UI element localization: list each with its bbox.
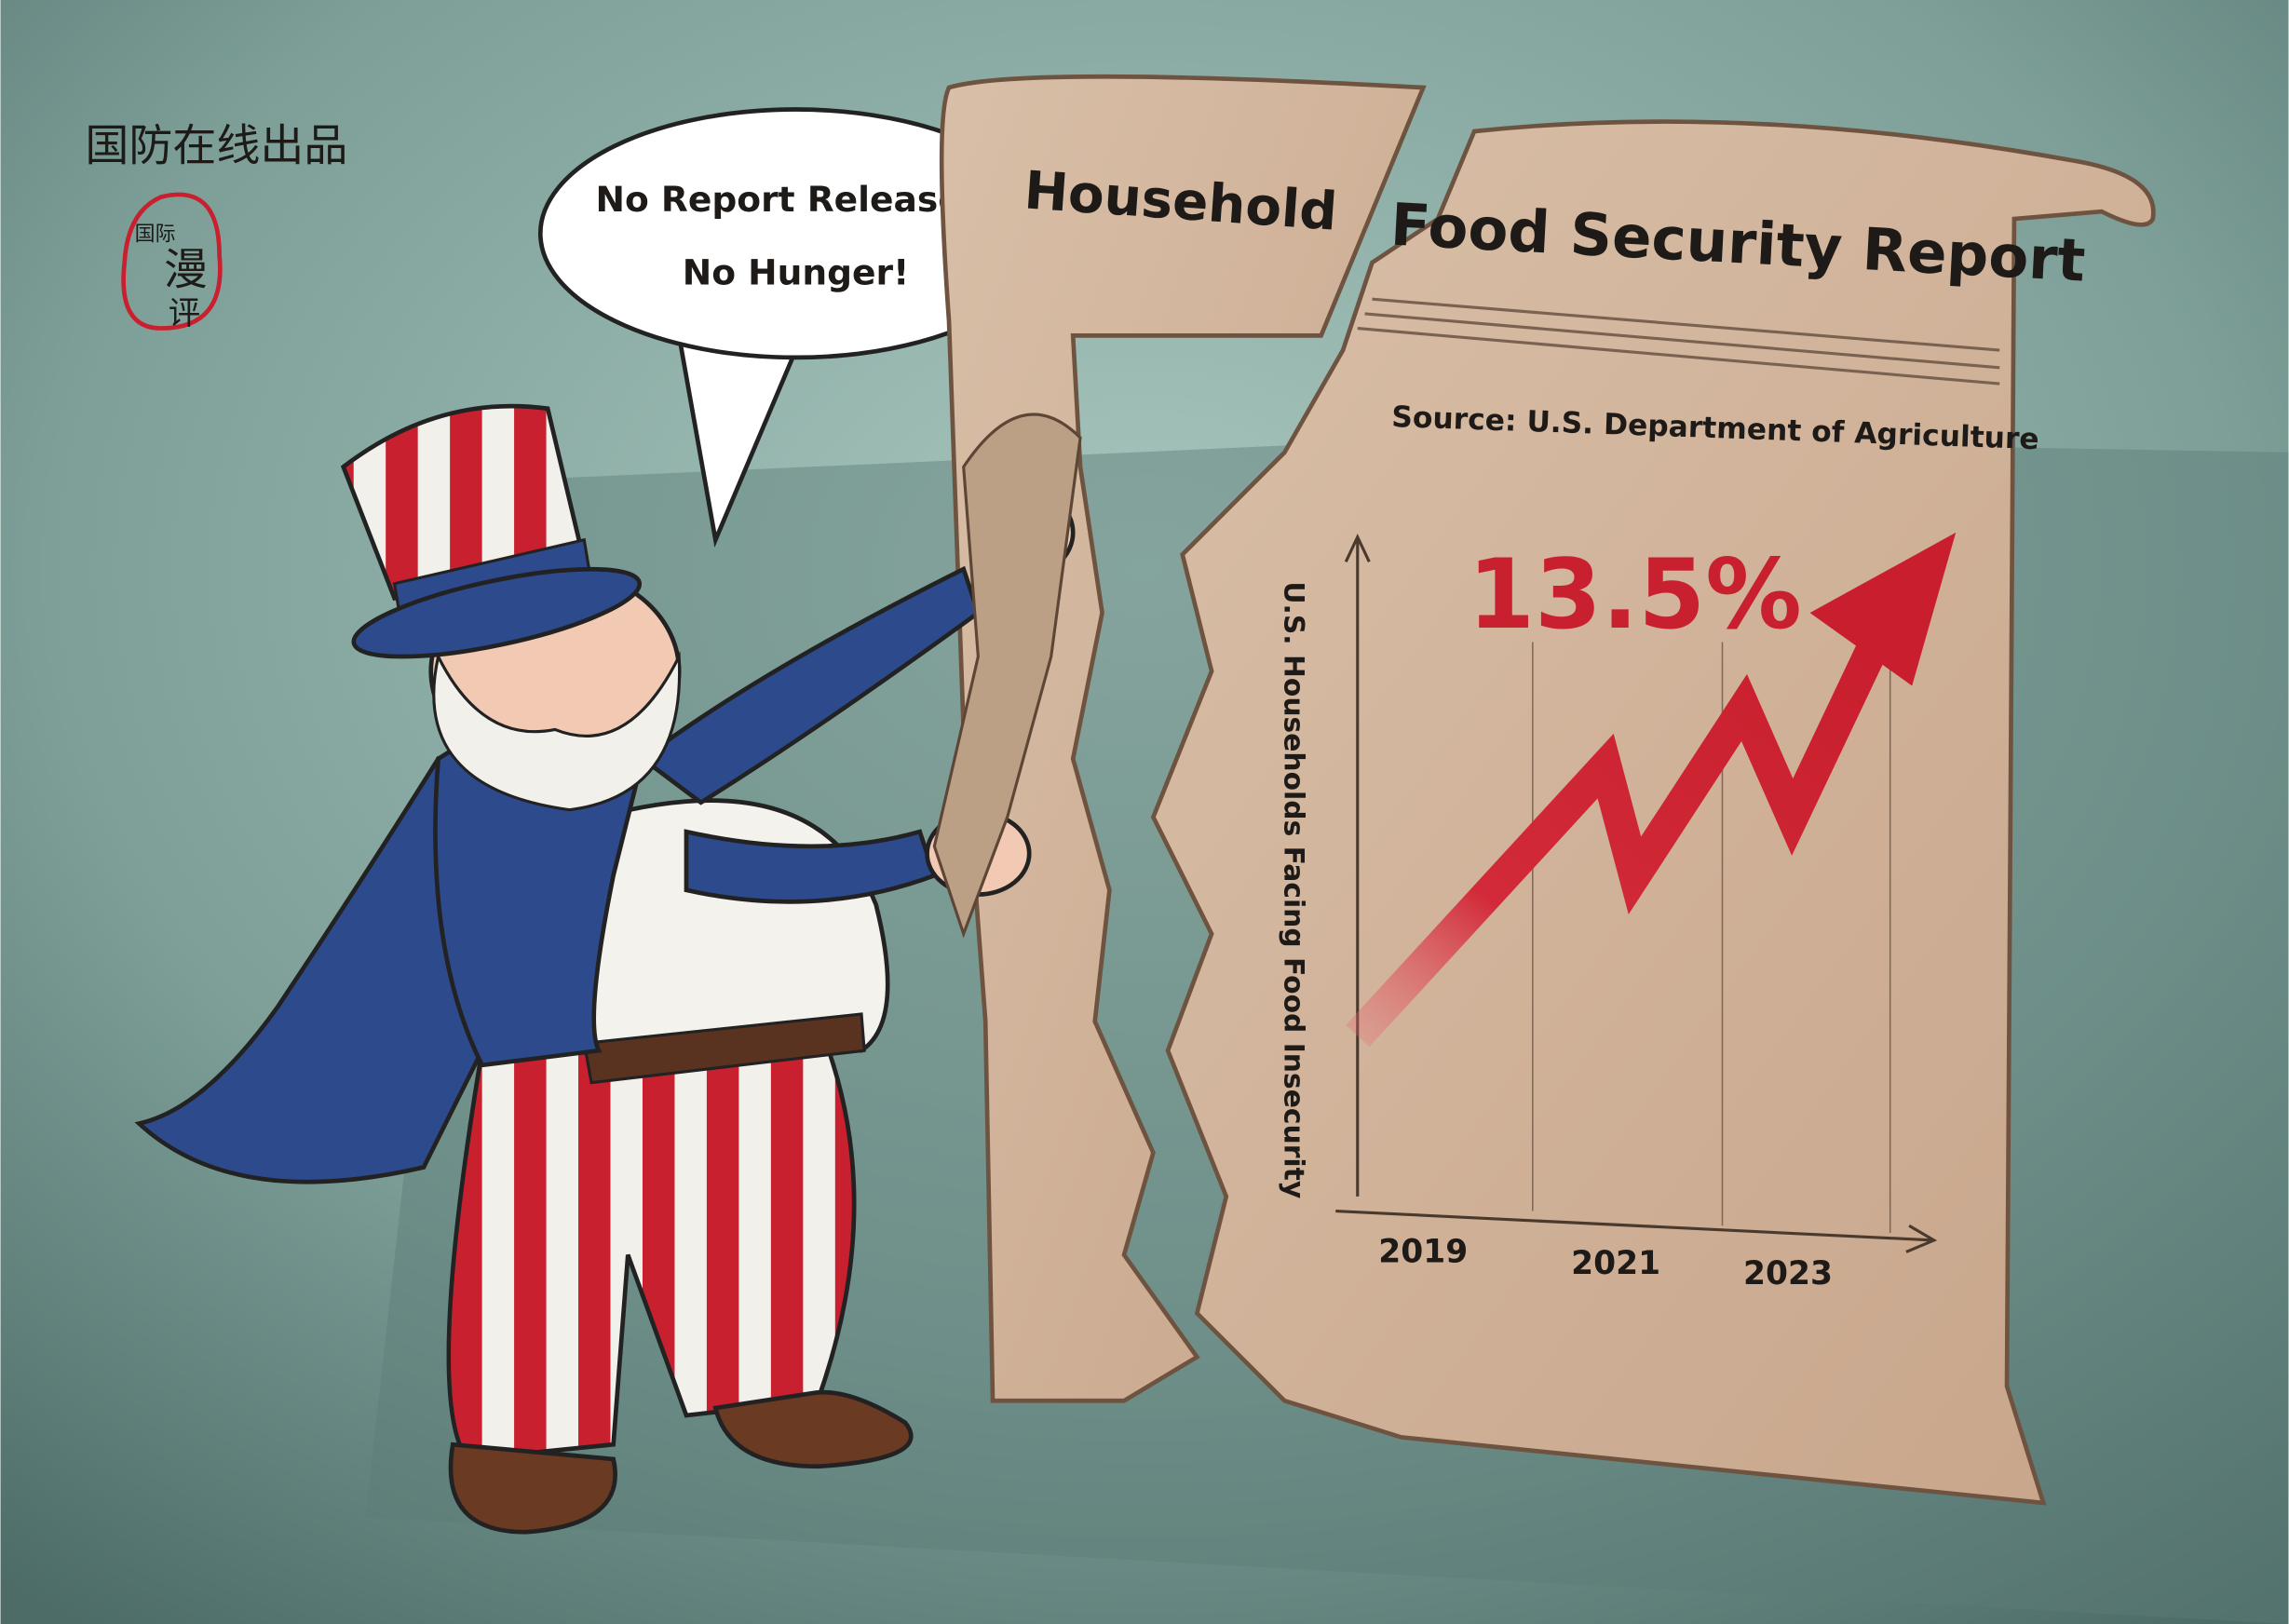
trousers	[446, 1019, 857, 1462]
seal-text: 国际	[135, 223, 176, 247]
x-label: 2019	[1378, 1233, 1468, 1270]
torn-scroll-left	[939, 74, 1427, 1403]
shoe	[712, 1389, 914, 1469]
hat	[340, 403, 588, 602]
x-axis	[1335, 1209, 1938, 1253]
speech-bubble: No Report Releases, No Hunger!	[537, 107, 1054, 548]
highlight-value: 13.5%	[1468, 539, 1802, 651]
bubble-join	[692, 323, 797, 355]
y-axis-label: U.S. Households Facing Food Insecurity	[1277, 581, 1309, 1198]
watermark: 国防在线出品	[85, 120, 347, 171]
belt	[582, 1012, 866, 1085]
hat-brim	[351, 566, 643, 659]
arm-upper	[639, 565, 982, 805]
y-axis	[1344, 533, 1371, 1197]
report-scroll	[1150, 119, 2156, 1506]
uncle-sam	[134, 403, 1082, 1535]
trend-line	[1346, 635, 1890, 1048]
chart-axes	[1335, 533, 1938, 1253]
beard	[432, 651, 682, 812]
shoe	[448, 1441, 617, 1535]
crumpled-paper	[932, 413, 1082, 939]
seal: 国际 漫 评	[121, 192, 223, 332]
bubble-text: No Hunger!	[683, 252, 909, 293]
x-label: 2023	[1743, 1255, 1833, 1292]
seal-text: 漫	[164, 245, 208, 296]
seal-border	[121, 192, 223, 331]
trend-arrowhead	[1809, 532, 1957, 686]
seal-text: 评	[169, 295, 200, 332]
x-label: 2021	[1571, 1245, 1660, 1282]
bubble-text: No Report Releases,	[596, 179, 996, 220]
title-rules	[1357, 297, 2000, 386]
